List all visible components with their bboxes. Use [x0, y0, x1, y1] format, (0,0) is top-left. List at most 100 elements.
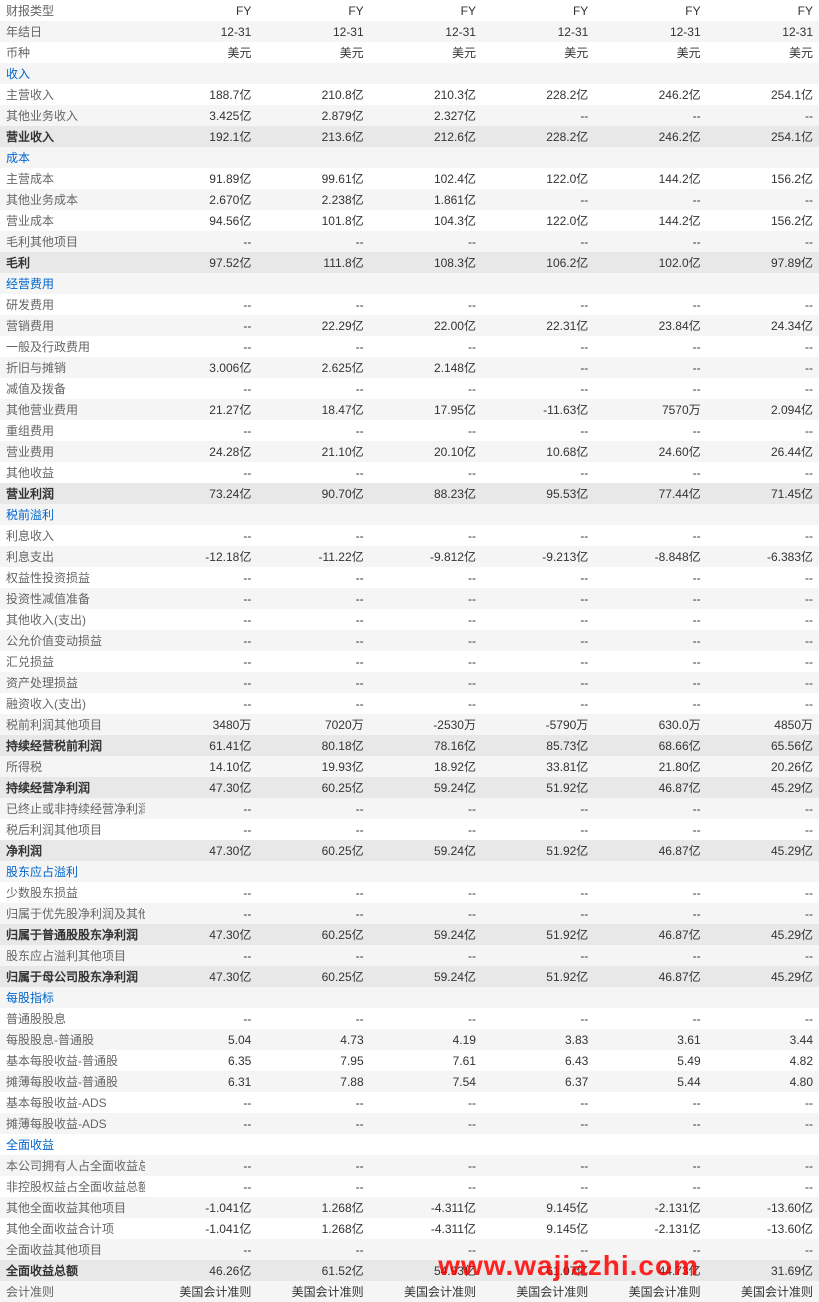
cell-value: 59.24亿	[370, 966, 482, 987]
cell-value: 51.92亿	[482, 966, 594, 987]
row-label: 重组费用	[0, 420, 145, 441]
cell-value	[707, 504, 819, 525]
cell-value: --	[257, 1113, 369, 1134]
cell-value: --	[707, 294, 819, 315]
cell-value: 3.83	[482, 1029, 594, 1050]
row-label: 减值及拨备	[0, 378, 145, 399]
cell-value	[482, 1134, 594, 1155]
cell-value: --	[370, 336, 482, 357]
table-row: 摊薄每股收益-ADS------------	[0, 1113, 819, 1134]
cell-value: --	[594, 1113, 706, 1134]
cell-value: -9.812亿	[370, 546, 482, 567]
cell-value: 26.44亿	[707, 441, 819, 462]
row-label: 已终止或非持续经营净利润	[0, 798, 145, 819]
cell-value: --	[145, 651, 257, 672]
cell-value: 228.2亿	[482, 84, 594, 105]
cell-value: 51.92亿	[482, 924, 594, 945]
row-label: 经营费用	[0, 273, 145, 294]
cell-value: 47.30亿	[145, 777, 257, 798]
cell-value: 77.44亿	[594, 483, 706, 504]
cell-value: --	[145, 378, 257, 399]
cell-value: --	[707, 651, 819, 672]
table-row: 全面收益	[0, 1134, 819, 1155]
cell-value: --	[370, 378, 482, 399]
table-row: 汇兑损益------------	[0, 651, 819, 672]
cell-value: 88.23亿	[370, 483, 482, 504]
cell-value: --	[257, 693, 369, 714]
cell-value: --	[482, 1008, 594, 1029]
row-label: 股东应占溢利	[0, 861, 145, 882]
cell-value	[707, 861, 819, 882]
cell-value: FY	[482, 0, 594, 21]
cell-value: --	[594, 630, 706, 651]
cell-value: 106.2亿	[482, 252, 594, 273]
cell-value: --	[482, 357, 594, 378]
cell-value: 144.2亿	[594, 168, 706, 189]
cell-value: 5.04	[145, 1029, 257, 1050]
cell-value: 美国会计准则	[482, 1281, 594, 1302]
table-row: 利息支出-12.18亿-11.22亿-9.812亿-9.213亿-8.848亿-…	[0, 546, 819, 567]
row-label: 收入	[0, 63, 145, 84]
table-row: 资产处理损益------------	[0, 672, 819, 693]
row-label: 融资收入(支出)	[0, 693, 145, 714]
cell-value: 20.10亿	[370, 441, 482, 462]
row-label: 归属于母公司股东净利润	[0, 966, 145, 987]
cell-value: 3.006亿	[145, 357, 257, 378]
cell-value: --	[594, 945, 706, 966]
table-row: 其他业务收入3.425亿2.879亿2.327亿------	[0, 105, 819, 126]
cell-value: --	[707, 609, 819, 630]
row-label: 成本	[0, 147, 145, 168]
row-label: 汇兑损益	[0, 651, 145, 672]
table-row: 净利润47.30亿60.25亿59.24亿51.92亿46.87亿45.29亿	[0, 840, 819, 861]
cell-value: 45.29亿	[707, 777, 819, 798]
cell-value: FY	[370, 0, 482, 21]
cell-value: --	[594, 294, 706, 315]
cell-value: --	[594, 651, 706, 672]
cell-value: 7570万	[594, 399, 706, 420]
cell-value: --	[145, 1176, 257, 1197]
cell-value: --	[707, 882, 819, 903]
cell-value: --	[145, 1092, 257, 1113]
cell-value	[145, 273, 257, 294]
cell-value: 212.6亿	[370, 126, 482, 147]
watermark: www.wajiazhi.com	[438, 1250, 699, 1282]
cell-value: --	[145, 819, 257, 840]
table-row: 持续经营净利润47.30亿60.25亿59.24亿51.92亿46.87亿45.…	[0, 777, 819, 798]
table-row: 其他全面收益合计项-1.041亿1.268亿-4.311亿9.145亿-2.13…	[0, 1218, 819, 1239]
cell-value	[482, 147, 594, 168]
cell-value: 7020万	[257, 714, 369, 735]
cell-value: 7.61	[370, 1050, 482, 1071]
cell-value: --	[594, 105, 706, 126]
cell-value: --	[257, 1092, 369, 1113]
cell-value: --	[370, 420, 482, 441]
cell-value: 111.8亿	[257, 252, 369, 273]
cell-value: --	[145, 1113, 257, 1134]
row-label: 其他业务收入	[0, 105, 145, 126]
cell-value: 2.094亿	[707, 399, 819, 420]
row-label: 权益性投资损益	[0, 567, 145, 588]
table-row: 归属于母公司股东净利润47.30亿60.25亿59.24亿51.92亿46.87…	[0, 966, 819, 987]
cell-value: --	[482, 609, 594, 630]
cell-value: 31.69亿	[707, 1260, 819, 1281]
cell-value: --	[257, 651, 369, 672]
table-row: 投资性减值准备------------	[0, 588, 819, 609]
row-label: 毛利其他项目	[0, 231, 145, 252]
cell-value: 122.0亿	[482, 210, 594, 231]
cell-value	[707, 63, 819, 84]
cell-value: -2.131亿	[594, 1218, 706, 1239]
cell-value: 46.87亿	[594, 840, 706, 861]
cell-value	[370, 1134, 482, 1155]
table-row: 减值及拨备------------	[0, 378, 819, 399]
table-row: 主营成本91.89亿99.61亿102.4亿122.0亿144.2亿156.2亿	[0, 168, 819, 189]
row-label: 其他营业费用	[0, 399, 145, 420]
cell-value: --	[707, 630, 819, 651]
cell-value: --	[257, 1176, 369, 1197]
row-label: 每股股息-普通股	[0, 1029, 145, 1050]
cell-value: 2.327亿	[370, 105, 482, 126]
cell-value: --	[370, 819, 482, 840]
cell-value: 美国会计准则	[145, 1281, 257, 1302]
cell-value: --	[145, 315, 257, 336]
cell-value: 60.25亿	[257, 840, 369, 861]
cell-value: 6.43	[482, 1050, 594, 1071]
cell-value	[257, 861, 369, 882]
